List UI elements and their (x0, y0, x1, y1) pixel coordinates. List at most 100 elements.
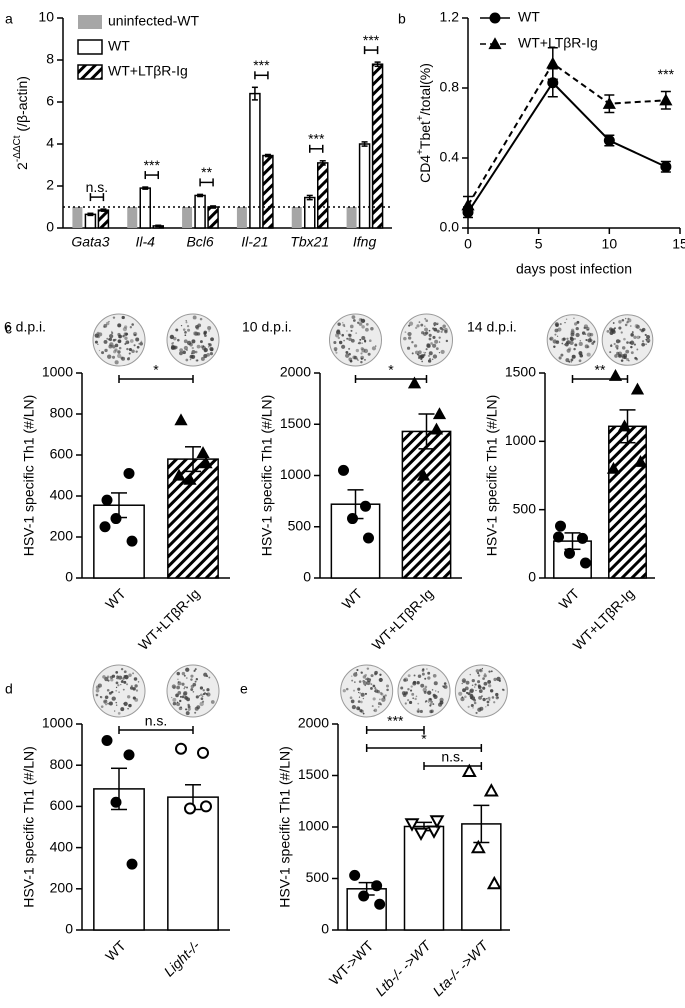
spot (462, 688, 466, 693)
spot (111, 696, 116, 701)
spot (483, 674, 487, 678)
spot (191, 339, 196, 344)
spot (621, 346, 626, 350)
spot (424, 685, 428, 689)
plate-image (166, 664, 220, 718)
spot (352, 689, 356, 692)
spot (208, 343, 212, 347)
data-point (429, 815, 445, 829)
spot (495, 696, 499, 700)
spot (345, 351, 349, 354)
spot (175, 693, 179, 698)
spot (189, 708, 192, 710)
spot (574, 343, 578, 347)
spot (458, 691, 463, 696)
spot (566, 337, 569, 340)
spot (184, 696, 188, 700)
y-tick-label: 2 (46, 177, 54, 193)
x-tick-label: Light-/- (161, 937, 203, 979)
data-point (374, 898, 386, 910)
plate-image (397, 664, 451, 718)
spot (186, 325, 190, 328)
y-tick-label: 1000 (505, 432, 536, 448)
spot (112, 316, 116, 319)
spot (363, 680, 365, 682)
data-point (407, 376, 422, 389)
spot (94, 340, 98, 344)
spot (179, 351, 183, 356)
spot (417, 708, 420, 710)
spot (478, 695, 482, 700)
spot (477, 674, 481, 677)
spot (437, 691, 440, 693)
spot (553, 345, 556, 349)
spot (570, 337, 574, 342)
spot (353, 672, 358, 677)
spot (403, 336, 407, 341)
spot (556, 335, 559, 337)
spot (116, 677, 118, 680)
spot (560, 353, 564, 357)
spot (123, 702, 125, 705)
x-tick-label: Il-4 (136, 234, 156, 250)
plate (166, 664, 220, 718)
spot (364, 692, 368, 695)
spot (133, 677, 138, 681)
spot (350, 675, 353, 677)
spot (120, 683, 122, 686)
significance: ** (595, 362, 606, 378)
x-tick-label: 0 (464, 236, 472, 252)
spot (477, 672, 480, 675)
x-tick-label: 5 (535, 236, 543, 252)
spot (403, 678, 407, 682)
spot (202, 700, 205, 703)
spot (377, 705, 380, 708)
y-tick-label: 0 (303, 569, 311, 585)
spot (209, 346, 214, 352)
spot (438, 336, 441, 339)
spot (120, 707, 125, 712)
spot (183, 691, 188, 696)
spot (355, 332, 358, 335)
spot (416, 324, 420, 328)
x-tick-label: Gata3 (71, 234, 109, 250)
spot (432, 703, 435, 705)
spot (184, 686, 186, 688)
spot (195, 325, 199, 329)
spot (183, 345, 188, 351)
spot (415, 695, 418, 698)
spot (119, 340, 121, 342)
series-line (467, 62, 666, 206)
spot (421, 356, 424, 359)
spot (420, 323, 424, 327)
spot (109, 342, 114, 347)
spot (361, 325, 365, 329)
data-point (183, 472, 197, 485)
spot (421, 360, 424, 363)
spot (486, 698, 488, 700)
significance: *** (658, 66, 675, 82)
spot (208, 346, 210, 348)
spot (610, 343, 612, 346)
spot (108, 701, 113, 706)
spot (346, 337, 349, 340)
spot (335, 351, 338, 354)
spot (575, 326, 579, 331)
spot (581, 331, 586, 335)
spot (589, 332, 594, 337)
spot (129, 326, 132, 329)
spot (430, 342, 433, 345)
spot (378, 677, 383, 683)
spot (120, 356, 124, 360)
spot (464, 686, 469, 691)
spot (433, 322, 437, 326)
plate-image (92, 313, 146, 367)
spot (347, 333, 351, 337)
spot (490, 670, 493, 673)
spot (194, 680, 197, 683)
spot (171, 696, 173, 699)
spot (418, 321, 421, 323)
spot (618, 340, 622, 343)
axis-label: CD4+Tbet+/total(%) (415, 63, 433, 183)
axis-label: days post infection (516, 261, 632, 277)
